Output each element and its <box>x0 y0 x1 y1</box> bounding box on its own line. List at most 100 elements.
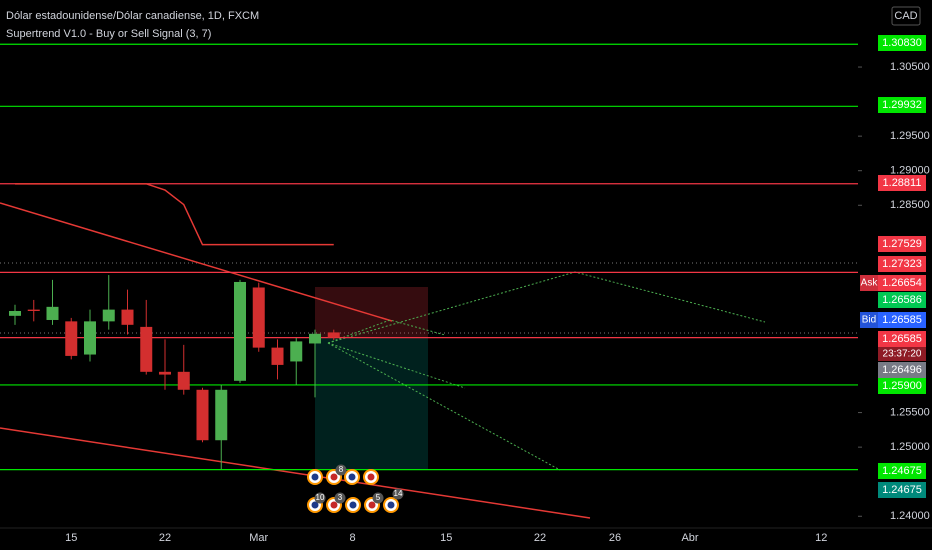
event-flag <box>330 473 338 481</box>
price-label-box <box>878 275 926 291</box>
price-tag-box <box>860 312 878 328</box>
candle-body <box>234 281 246 381</box>
x-tick-label: Mar <box>249 532 268 544</box>
indicator-title: Supertrend V1.0 - Buy or Sell Signal (3,… <box>6 28 211 40</box>
x-tick-label: Abr <box>681 532 698 544</box>
price-label-box <box>878 362 926 378</box>
event-badge <box>335 464 347 476</box>
price-label: 1.26654 <box>882 277 922 289</box>
price-label: 1.24675 <box>882 484 922 496</box>
y-tick-label: 1.29000 <box>890 165 930 177</box>
candle-body <box>309 333 321 344</box>
arrow[interactable] <box>327 342 466 389</box>
candle-body <box>84 321 96 355</box>
currency-box[interactable] <box>891 6 921 26</box>
price-label-box <box>878 97 926 113</box>
y-tick-label: 1.29500 <box>890 130 930 142</box>
event-flag <box>367 473 375 481</box>
y-tick-label: 1.25000 <box>890 441 930 453</box>
price-label-box <box>878 256 926 272</box>
event-flag <box>349 501 357 509</box>
candle-body <box>215 389 228 441</box>
candle-body <box>65 321 78 356</box>
stop-zone[interactable] <box>315 287 428 338</box>
target-zone[interactable] <box>315 338 428 470</box>
event-flag <box>330 501 338 509</box>
event-badge-count: 5 <box>376 493 381 502</box>
event-badge <box>392 488 404 500</box>
price-label: 1.26586 <box>882 294 922 306</box>
candle-body <box>27 309 40 311</box>
trend-line[interactable] <box>0 202 393 322</box>
candle-body <box>159 371 171 375</box>
y-tick-label: 1.24000 <box>890 510 930 522</box>
trend-line[interactable] <box>0 427 591 519</box>
price-label: 1.26496 <box>882 364 922 376</box>
arrow[interactable] <box>327 342 561 471</box>
price-label-box <box>878 292 926 308</box>
x-tick-label: 26 <box>609 532 621 544</box>
candle-body <box>196 389 209 441</box>
price-label-box <box>878 463 926 479</box>
event-flag <box>348 473 356 481</box>
x-tick-label: 15 <box>65 532 77 544</box>
price-label-box <box>878 378 926 394</box>
supertrend-line <box>15 183 334 246</box>
event-badge-count: 10 <box>316 493 325 502</box>
x-tick-label: 8 <box>349 532 355 544</box>
drawings <box>0 202 858 519</box>
event-flag <box>311 501 319 509</box>
event-flag <box>368 501 376 509</box>
y-tick-label: 1.25500 <box>890 406 930 418</box>
candle-body <box>271 347 284 365</box>
candle-body <box>252 287 265 348</box>
candle-body <box>121 309 134 325</box>
x-tick-label: 22 <box>534 532 546 544</box>
event-badge-count: 8 <box>339 465 344 474</box>
candle-body <box>177 371 190 390</box>
x-tick-label: 12 <box>815 532 827 544</box>
price-label-box <box>878 482 926 498</box>
event-badge-count: 3 <box>338 493 343 502</box>
symbol-title: Dólar estadounidense/Dólar canadiense, 1… <box>6 10 259 22</box>
price-label-box <box>878 331 926 347</box>
candle-body <box>327 332 340 338</box>
candle-body <box>46 306 59 320</box>
candle-body <box>9 310 21 316</box>
price-tag: Ask <box>861 278 879 289</box>
event-badge <box>334 492 346 504</box>
price-label: 1.27529 <box>882 238 922 250</box>
event-flag <box>311 473 319 481</box>
candle-body <box>102 309 115 322</box>
price-tag: Bid <box>862 315 876 326</box>
x-tick-label: 15 <box>440 532 452 544</box>
event-badge <box>314 492 326 504</box>
price-label: 1.25900 <box>882 380 922 392</box>
price-label: 1.28811 <box>883 177 922 189</box>
event-flag <box>387 501 395 509</box>
y-tick-label: 1.30500 <box>890 61 930 73</box>
price-label-box <box>878 236 926 252</box>
event-badge <box>372 492 384 504</box>
x-tick-label: 22 <box>159 532 171 544</box>
price-label: 1.24675 <box>882 465 922 477</box>
y-tick-label: 1.28500 <box>890 199 930 211</box>
currency[interactable]: CAD <box>894 10 917 22</box>
countdown-box <box>878 347 926 361</box>
price-tag-box <box>860 275 878 291</box>
price-label: 1.30830 <box>882 37 922 49</box>
price-label: 1.29932 <box>882 99 922 111</box>
price-label: 1.26585 <box>882 314 922 326</box>
arrow[interactable] <box>327 319 446 344</box>
price-label: 1.27323 <box>882 258 922 270</box>
countdown: 23:37:20 <box>883 349 922 360</box>
price-label: 1.26585 <box>882 333 922 345</box>
price-label-box <box>878 175 926 191</box>
event-badge-count: 14 <box>394 489 403 498</box>
price-label-box <box>878 312 926 328</box>
candle-body <box>290 341 303 362</box>
candle-body <box>140 326 153 372</box>
price-label-box <box>878 35 926 51</box>
